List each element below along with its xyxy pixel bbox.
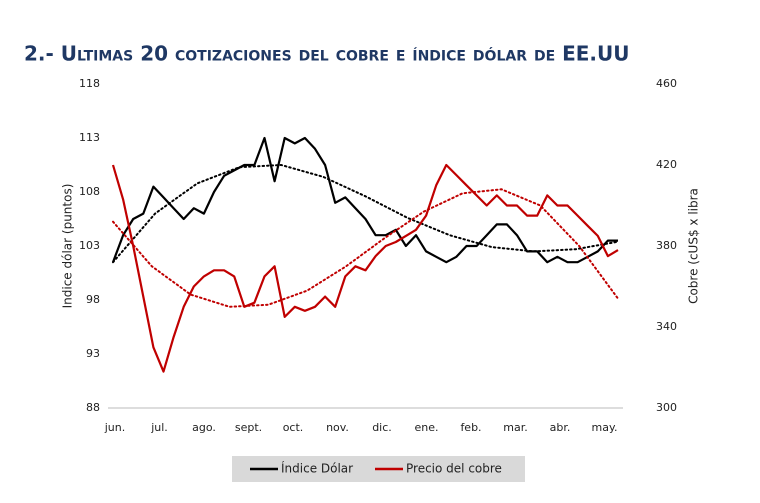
- x-tick-label: may.: [592, 421, 618, 434]
- y-tick-label: 108: [79, 185, 100, 198]
- y-tick-label: 118: [79, 77, 100, 90]
- y2-tick-label: 460: [656, 77, 677, 90]
- y2-tick-label: 300: [656, 401, 677, 414]
- y-tick-label: 103: [79, 239, 100, 252]
- x-tick-label: dic.: [372, 421, 392, 434]
- legend-label: Precio del cobre: [406, 462, 502, 476]
- chart-title: 2.- Ultimas 20 cotizaciones del cobre e …: [24, 42, 630, 66]
- series-line: [111, 136, 618, 264]
- x-tick-label: oct.: [283, 421, 304, 434]
- y-tick-label: 93: [86, 347, 100, 360]
- y-tick-label: 88: [86, 401, 100, 414]
- x-tick-label: feb.: [460, 421, 481, 434]
- x-tick-label: nov.: [326, 421, 349, 434]
- y2-tick-label: 340: [656, 320, 677, 333]
- x-tick-label: ene.: [414, 421, 438, 434]
- y-tick-label: 98: [86, 293, 100, 306]
- x-tick-label: mar.: [503, 421, 527, 434]
- y2-axis-label: Cobre (cUS$ x libra: [687, 188, 701, 304]
- series-line: [111, 163, 619, 373]
- y2-tick-label: 420: [656, 158, 677, 171]
- y-tick-label: 113: [79, 131, 100, 144]
- y2-tick-label: 380: [656, 239, 677, 252]
- x-tick-label: abr.: [550, 421, 571, 434]
- y-axis-label: Indice dólar (puntos): [61, 184, 75, 309]
- x-tick-label: sept.: [235, 421, 262, 434]
- x-tick-label: ago.: [192, 421, 216, 434]
- x-tick-label: jul.: [150, 421, 168, 434]
- trend-line: [112, 188, 619, 308]
- x-tick-label: jun.: [104, 421, 126, 434]
- legend-label: Índice Dólar: [281, 461, 353, 476]
